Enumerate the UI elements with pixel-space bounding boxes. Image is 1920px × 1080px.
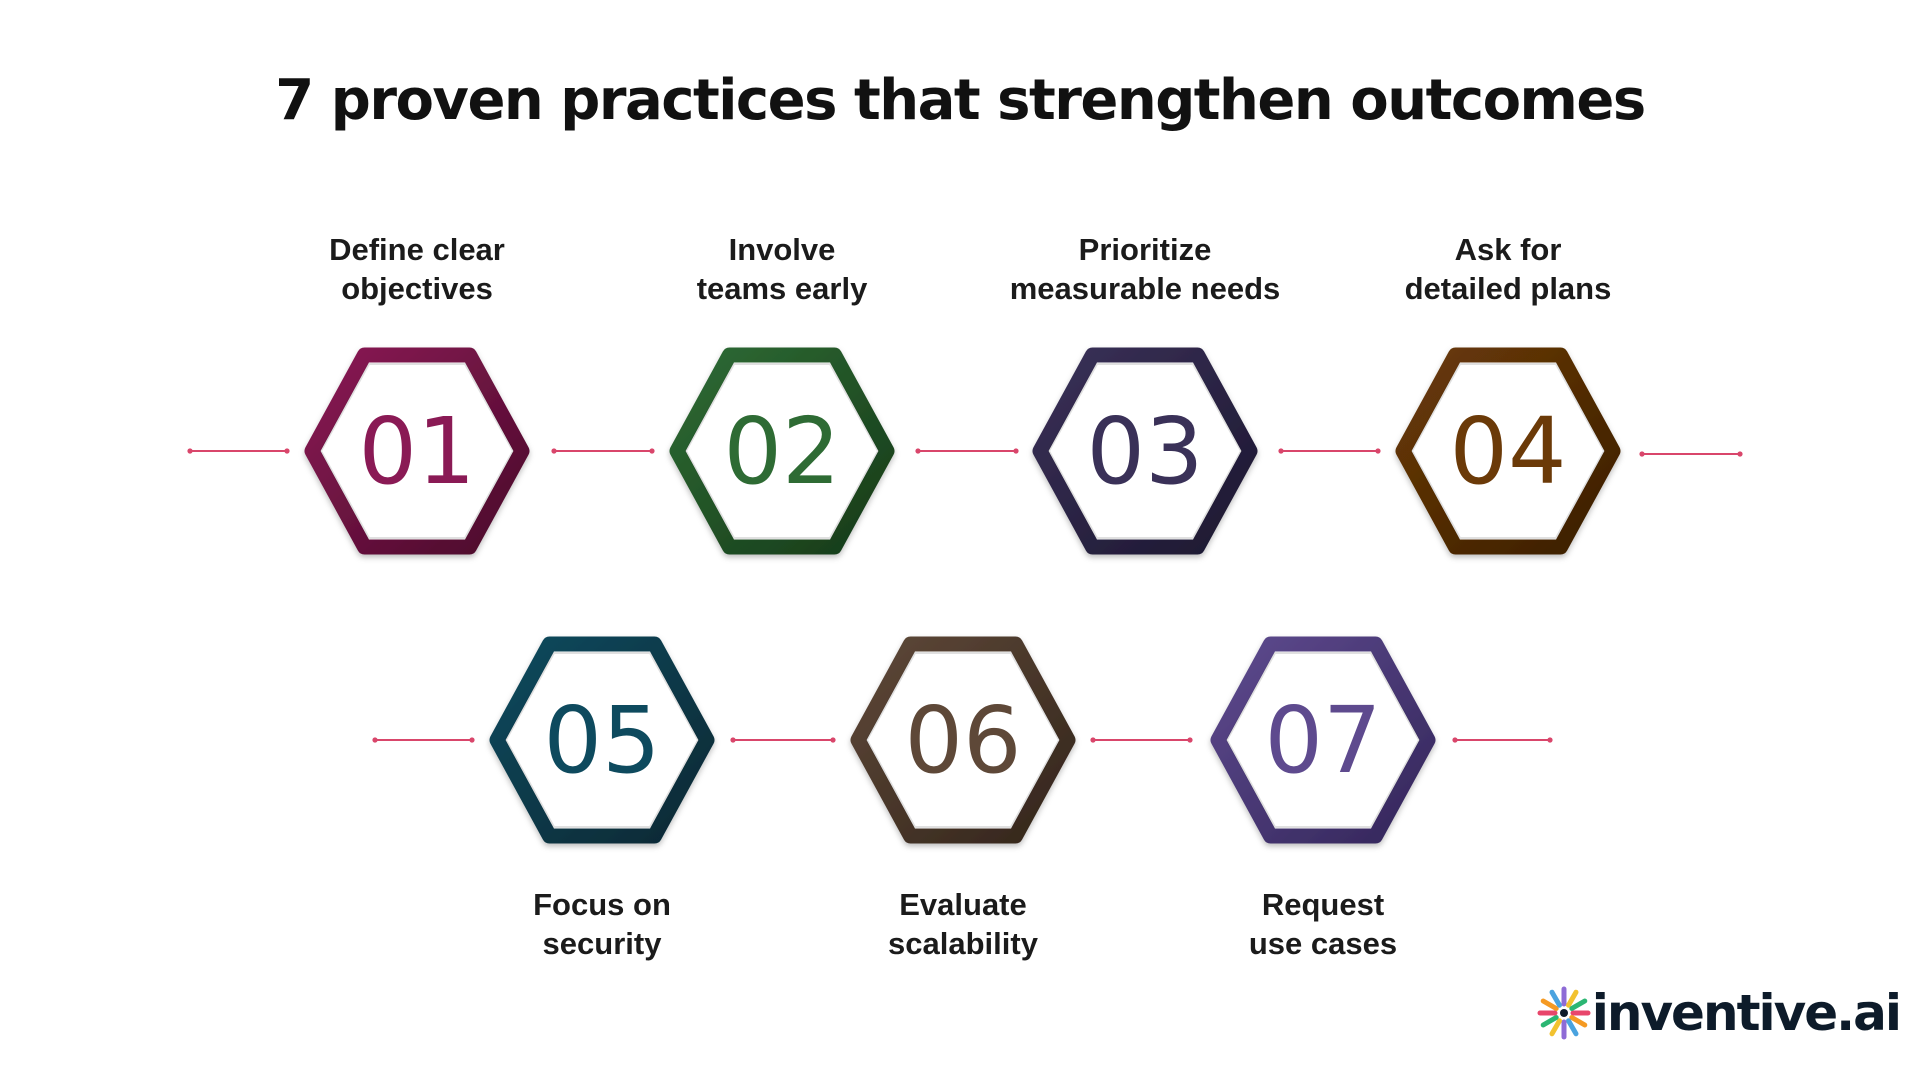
step-label-07: Request use cases (1153, 885, 1493, 963)
step-number: 01 (358, 398, 475, 505)
step-label-line: Define clear (329, 232, 505, 267)
step-label-line: scalability (888, 926, 1038, 961)
step-label-line: measurable needs (1009, 271, 1281, 306)
step-number: 07 (1264, 687, 1381, 794)
step-label-line: Involve (728, 232, 836, 267)
step-label-line: Evaluate (899, 887, 1027, 922)
step-label-02: Involve teams early (612, 230, 952, 308)
step-badge-06: 06 (850, 636, 1076, 844)
connector-line (1278, 448, 1381, 454)
step-number: 05 (543, 687, 660, 794)
step-label-line: Request (1261, 887, 1385, 922)
connector-line (1639, 451, 1743, 457)
step-label-03: Prioritize measurable needs (975, 230, 1315, 308)
logo-icon (1537, 986, 1591, 1040)
step-label-line: teams early (696, 271, 868, 306)
connector-line (1090, 737, 1193, 743)
step-badge-07: 07 (1210, 636, 1436, 844)
step-label-line: Focus on (533, 887, 671, 922)
step-label-line: security (542, 926, 662, 961)
connector-line (730, 737, 836, 743)
step-number: 04 (1449, 398, 1566, 505)
step-number: 03 (1086, 398, 1203, 505)
step-label-05: Focus on security (432, 885, 772, 963)
step-badge-04: 04 (1395, 347, 1621, 555)
page-title: 7 proven practices that strengthen outco… (275, 68, 1646, 133)
step-badge-01: 01 (304, 347, 530, 555)
connector-lines (187, 448, 1743, 743)
connector-line (187, 448, 290, 454)
step-label-01: Define clear objectives (247, 230, 587, 308)
connector-line (1452, 737, 1553, 743)
step-number: 06 (904, 687, 1021, 794)
step-number: 02 (723, 398, 840, 505)
connector-line (915, 448, 1019, 454)
step-badge-05: 05 (489, 636, 715, 844)
brand-logo: inventive.ai (1536, 983, 1902, 1043)
step-label-line: Ask for (1454, 232, 1562, 267)
hexagon-badges: 01 02 03 04 05 06 07 (304, 347, 1621, 844)
step-badge-02: 02 (669, 347, 895, 555)
connector-line (551, 448, 655, 454)
step-label-line: use cases (1248, 926, 1398, 961)
logo-text: inventive.ai (1591, 984, 1902, 1042)
step-badge-03: 03 (1032, 347, 1258, 555)
step-label-06: Evaluate scalability (793, 885, 1133, 963)
step-label-line: objectives (341, 271, 493, 306)
step-label-line: Prioritize (1078, 232, 1212, 267)
step-label-04: Ask for detailed plans (1338, 230, 1678, 308)
step-label-line: detailed plans (1404, 271, 1612, 306)
connector-line (372, 737, 475, 743)
